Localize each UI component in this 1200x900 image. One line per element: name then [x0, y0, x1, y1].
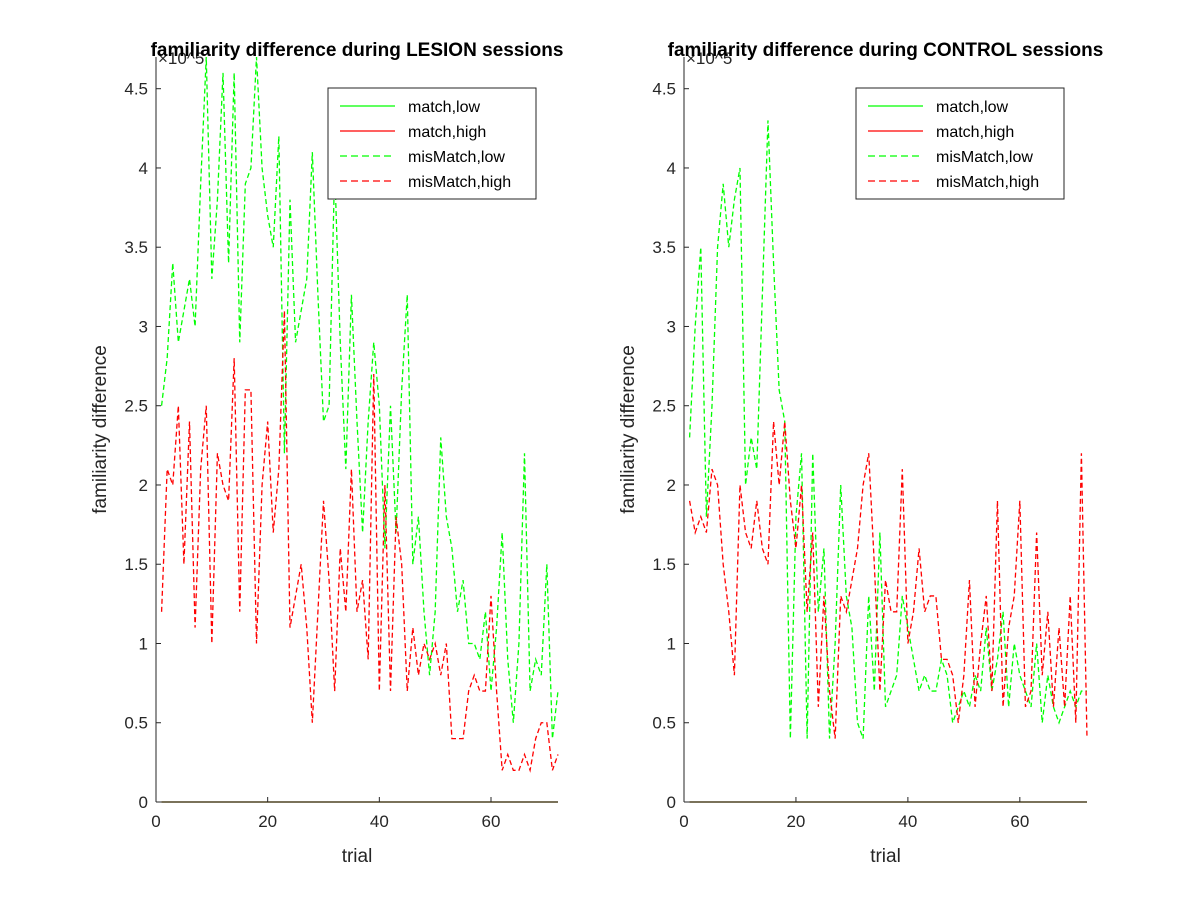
y-tick-label: 3 — [667, 317, 676, 336]
y-tick-label: 1 — [667, 634, 676, 653]
y-tick-label: 4.5 — [652, 80, 676, 99]
series-line-mismatch-low — [160, 56, 559, 739]
series-line-mismatch-high — [688, 421, 1088, 739]
y-tick-label: 0 — [139, 793, 148, 812]
chart-panel-1: 0 20 40 60 0 0.5 1 1.5 2 2.5 3 3.5 4 4.5 ×10^5 trial fam… — [90, 40, 563, 867]
legend-entry-label: match,high — [408, 124, 486, 141]
x-tick-label: 60 — [482, 812, 501, 831]
y-tick-label: 3.5 — [124, 238, 148, 257]
series-line-mismatch-low — [688, 120, 1087, 739]
x-axis-label: trial — [342, 846, 373, 867]
legend-entry-label: misMatch,low — [408, 149, 505, 166]
y-tick-label: 0 — [667, 793, 676, 812]
legend-entry-label: misMatch,high — [408, 174, 511, 191]
legend-entry-label: match,low — [408, 99, 480, 116]
y-exponent-label: ×10^5 — [686, 49, 732, 68]
y-axis-label: familiarity difference — [618, 345, 639, 514]
legend-entry-label: misMatch,high — [936, 174, 1039, 191]
x-tick-label: 60 — [1010, 812, 1029, 831]
y-tick-label: 1.5 — [652, 555, 676, 574]
y-exponent-label: ×10^5 — [158, 49, 204, 68]
legend-entry-label: match,low — [936, 99, 1008, 116]
x-tick-label: 0 — [679, 812, 688, 831]
y-tick-label: 4 — [667, 159, 676, 178]
chart-title: familiarity difference during CONTROL se… — [668, 40, 1104, 61]
y-tick-label: 3.5 — [652, 238, 676, 257]
x-tick-label: 20 — [258, 812, 277, 831]
legend-entry-label: match,high — [936, 124, 1014, 141]
y-tick-label: 2.5 — [652, 397, 676, 416]
chart-panel-2: 0 20 40 60 0 0.5 1 1.5 2 2.5 3 3.5 4 4.5 ×10^5 trial fam… — [618, 40, 1103, 867]
y-tick-label: 2 — [139, 476, 148, 495]
y-tick-label: 0.5 — [124, 714, 148, 733]
x-tick-label: 20 — [786, 812, 805, 831]
x-tick-label: 0 — [151, 812, 160, 831]
legend: match,low match,high misMatch,low misMatch,… — [327, 87, 537, 200]
y-tick-label: 3 — [139, 317, 148, 336]
legend-entry-label: misMatch,low — [936, 149, 1033, 166]
y-tick-label: 2.5 — [124, 397, 148, 416]
y-axis-label: familiarity difference — [90, 345, 111, 514]
x-tick-label: 40 — [898, 812, 917, 831]
x-axis-label: trial — [870, 846, 901, 867]
y-tick-label: 0.5 — [652, 714, 676, 733]
y-tick-label: 1.5 — [124, 555, 148, 574]
y-tick-label: 1 — [139, 634, 148, 653]
y-tick-label: 4.5 — [124, 80, 148, 99]
y-tick-label: 2 — [667, 476, 676, 495]
y-tick-label: 4 — [139, 159, 148, 178]
x-tick-label: 40 — [370, 812, 389, 831]
chart-title: familiarity difference during LESION ses… — [151, 40, 564, 61]
series-line-mismatch-high — [160, 310, 559, 773]
legend: match,low match,high misMatch,low misMatch,… — [855, 87, 1065, 200]
